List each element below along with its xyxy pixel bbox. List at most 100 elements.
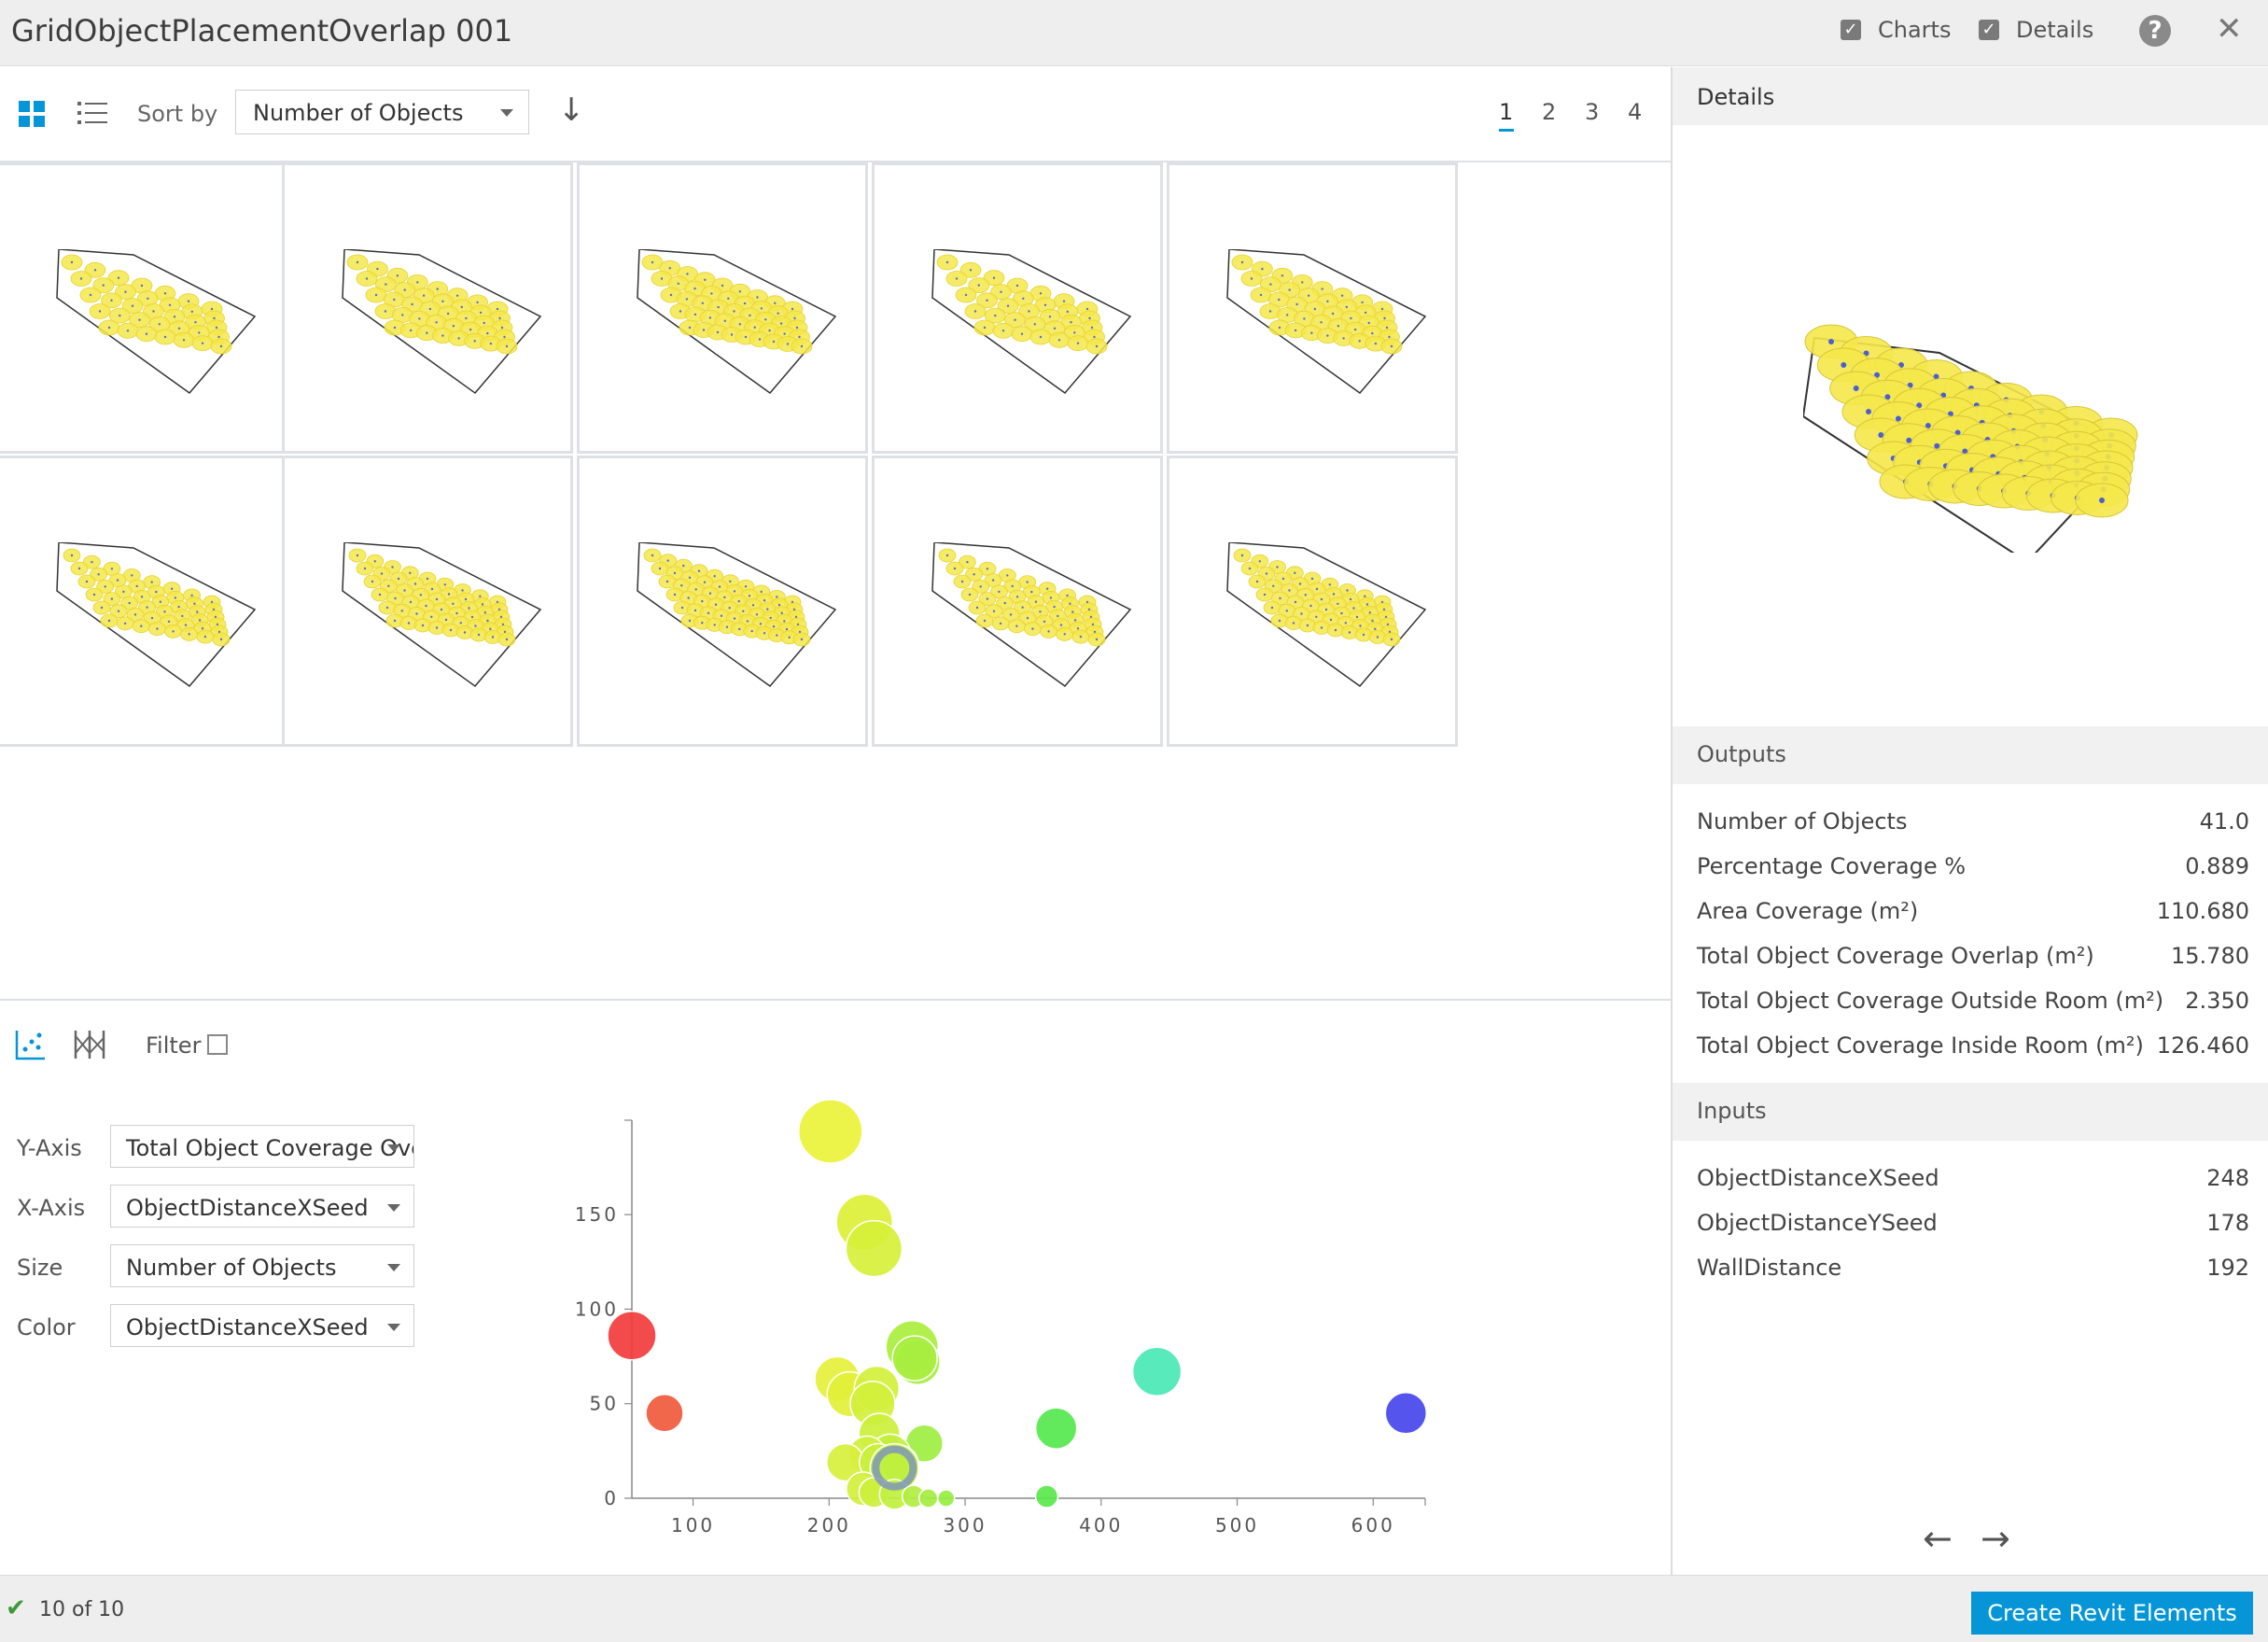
details-header: Details [1673,67,2268,125]
parallel-coordinates-icon[interactable] [73,1029,106,1060]
data-point[interactable] [1131,1346,1183,1397]
output-label: Total Object Coverage Inside Room (m²) [1697,1032,2144,1059]
data-point[interactable] [891,1335,938,1382]
data-point[interactable] [936,1489,956,1508]
room-layout-drawing [637,249,837,395]
previous-arrow-icon[interactable]: ← [1923,1518,1953,1559]
design-thumbnail[interactable] [1167,456,1458,747]
result-count: 10 of 10 [39,1598,125,1621]
data-point[interactable] [917,1488,939,1509]
design-thumbnail[interactable] [872,162,1163,454]
details-checkbox[interactable]: ✓ [1979,20,1999,40]
charts-label[interactable]: Charts [1878,17,1952,43]
input-label: ObjectDistanceXSeed [1697,1165,1939,1191]
design-thumbnail[interactable] [872,456,1163,747]
inputs-header: Inputs [1673,1083,2268,1141]
data-point[interactable] [1034,1484,1059,1509]
list-view-icon[interactable] [77,99,108,127]
x-axis-value: ObjectDistanceXSeed [126,1195,369,1221]
data-point[interactable] [845,1219,903,1278]
data-point[interactable] [607,1311,657,1361]
design-thumbnail[interactable] [0,456,287,747]
input-value: 248 [2206,1165,2249,1191]
y-tick-label: 0 [604,1487,619,1509]
chevron-down-icon [387,1204,400,1212]
grid-view-icon[interactable] [17,99,47,129]
data-point[interactable] [1034,1407,1078,1450]
chevron-down-icon [387,1324,400,1331]
room-layout-drawing [56,249,257,395]
x-tick-label: 500 [1215,1514,1259,1537]
room-layout-drawing [931,249,1132,395]
filter-checkbox[interactable] [207,1034,228,1055]
selected-design-preview[interactable] [1803,319,2139,553]
output-label: Area Coverage (m²) [1697,898,1919,924]
active-page-indicator [1499,129,1514,132]
sort-by-label: Sort by [137,101,218,127]
design-thumbnail[interactable] [577,162,868,454]
sort-by-value: Number of Objects [253,100,464,126]
chevron-down-icon [387,1144,400,1152]
create-revit-elements-button[interactable]: Create Revit Elements [1971,1592,2253,1635]
input-value: 192 [2206,1255,2249,1281]
sort-by-select[interactable]: Number of Objects [235,90,529,134]
scatter-plot-icon[interactable] [15,1029,47,1060]
data-point[interactable] [645,1394,684,1433]
room-layout-drawing [342,542,542,688]
x-axis-select[interactable]: ObjectDistanceXSeed [110,1185,414,1228]
charts-checkbox[interactable]: ✓ [1841,20,1861,40]
y-axis-label: Y-Axis [17,1135,82,1161]
chart-panel [0,999,1671,1577]
color-value: ObjectDistanceXSeed [126,1314,369,1340]
y-tick-label: 50 [590,1393,619,1415]
next-arrow-icon[interactable]: → [1981,1518,2010,1559]
page-1[interactable]: 1 [1499,99,1514,125]
design-thumbnail[interactable] [282,162,573,454]
output-label: Number of Objects [1697,808,1908,835]
output-value: 126.460 [2156,1032,2249,1059]
x-axis-label: X-Axis [17,1195,86,1221]
design-thumbnail[interactable] [0,162,287,454]
color-select[interactable]: ObjectDistanceXSeed [110,1304,414,1347]
output-value: 15.780 [2171,943,2249,969]
page-3[interactable]: 3 [1585,99,1600,125]
y-axis-select[interactable]: Total Object Coverage Ove [110,1125,414,1168]
x-tick-label: 200 [807,1514,851,1537]
close-icon[interactable]: ✕ [2216,10,2243,48]
output-value: 2.350 [2185,988,2249,1014]
design-thumbnail[interactable] [1167,162,1458,454]
filter-label: Filter [146,1032,202,1059]
size-select[interactable]: Number of Objects [110,1244,414,1287]
room-layout-drawing [637,542,837,688]
design-thumbnail[interactable] [577,456,868,747]
output-label: Percentage Coverage % [1697,853,1967,879]
room-layout-drawing [1226,249,1427,395]
sort-direction-icon[interactable]: ↓ [558,91,585,129]
data-point[interactable] [1384,1392,1428,1435]
chevron-down-icon [500,109,513,117]
y-tick-label: 100 [575,1298,619,1320]
data-point[interactable] [798,1099,863,1164]
input-label: ObjectDistanceYSeed [1697,1210,1938,1236]
help-icon[interactable]: ? [2139,15,2171,47]
details-label[interactable]: Details [2016,17,2094,43]
status-bar [0,1575,2268,1642]
x-tick-label: 300 [943,1514,987,1537]
room-layout-drawing [1226,542,1427,688]
page-2[interactable]: 2 [1542,99,1557,125]
input-label: WallDistance [1697,1255,1842,1281]
room-layout-drawing [931,542,1132,688]
y-axis-value: Total Object Coverage Ove [126,1135,414,1161]
y-tick-label: 150 [575,1203,619,1226]
details-panel: Details Outputs Number of Objects 41.0 Per… [1671,67,2268,1575]
size-value: Number of Objects [126,1255,337,1281]
scatter-chart[interactable]: 100 200 300 400 500 600 0 50 100 150 [541,1083,1475,1550]
title-bar [0,0,2268,66]
page-4[interactable]: 4 [1628,99,1643,125]
x-tick-label: 100 [671,1514,715,1537]
gallery-toolbar [0,67,1671,162]
selected-point-ring [872,1445,917,1491]
x-tick-label: 600 [1351,1514,1395,1537]
design-thumbnail[interactable] [282,456,573,747]
output-value: 0.889 [2185,853,2249,879]
